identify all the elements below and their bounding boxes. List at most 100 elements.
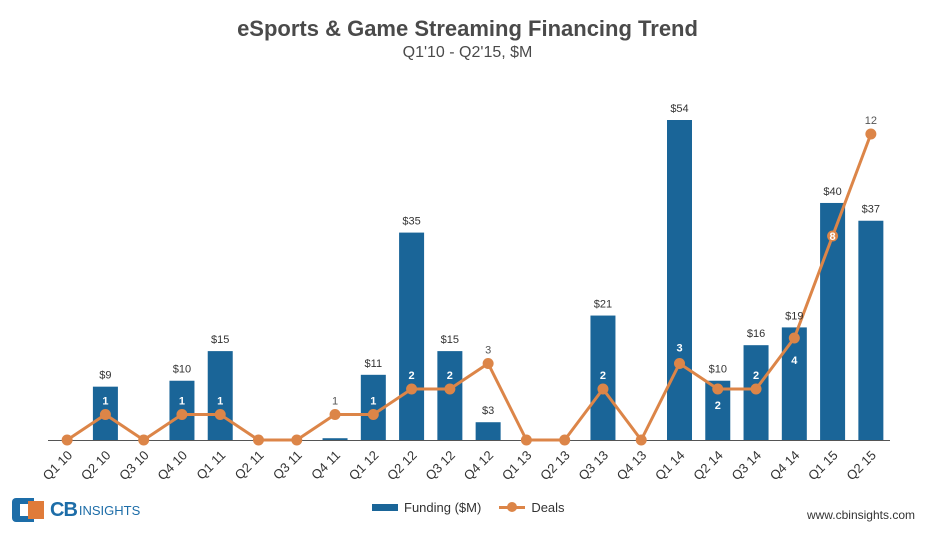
deals-value-label: 1 [332,396,338,408]
x-tick-label: Q4 12 [461,448,497,484]
logo-insights-text: INSIGHTS [78,502,141,518]
deals-value-label: 1 [102,396,108,408]
x-tick-label: Q4 11 [308,448,343,483]
x-tick-label: Q3 10 [116,448,152,484]
deals-value-label: 1 [179,396,185,408]
deals-line [61,128,877,446]
x-tick-label: Q3 12 [422,448,458,484]
deals-value-label: 2 [600,370,606,382]
cb-logo-icon [12,498,46,522]
x-tick-label: Q1 10 [40,448,76,484]
x-tick-label: Q4 10 [154,448,190,484]
funding-value-label: $11 [365,358,383,370]
deals-point-15 [635,434,647,446]
funding-value-label: $21 [594,299,612,311]
x-tick-label: Q3 14 [729,448,765,484]
x-tick-label: Q1 11 [193,448,228,483]
deals-point-14 [597,383,609,395]
deals-point-17 [712,383,724,395]
deals-point-4 [214,409,226,420]
funding-value-label: $15 [211,334,229,346]
funding-value-label: $54 [670,103,688,115]
deals-point-20 [827,230,839,242]
funding-value-label: $9 [99,370,111,382]
funding-bar-10 [437,351,463,440]
deals-value-label: 1 [217,396,223,408]
deals-value-label: 12 [865,115,877,127]
funding-bar-9 [399,232,425,440]
deals-point-8 [367,409,379,420]
chart-title: eSports & Game Streaming Financing Trend [237,16,698,41]
funding-bar-4 [207,351,233,440]
funding-value-label: $3 [482,405,494,417]
deals-point-21 [865,128,877,140]
website-url: www.cbinsights.com [806,508,915,522]
deals-value-label: 2 [409,370,415,382]
chart-subtitle: Q1'10 - Q2'15, $M [402,44,533,61]
funding-value-label: $37 [862,204,880,216]
deals-point-11 [482,358,494,369]
cb-insights-logo: CB INSIGHTS [12,498,140,522]
legend-funding-swatch [372,504,398,511]
deals-value-label: 2 [447,370,453,382]
funding-value-label: $40 [823,186,841,198]
x-tick-label: Q1 15 [805,448,841,484]
deals-point-13 [559,434,571,446]
deals-series-line [66,133,873,442]
funding-value-label: $10 [173,364,191,376]
funding-bar-14 [590,315,616,440]
deals-point-19 [788,332,800,344]
legend: Funding ($M) Deals [372,500,565,515]
deals-point-7 [329,409,341,420]
deals-point-12 [520,434,532,446]
funding-bar-21 [858,220,884,440]
x-tick-label: Q2 12 [384,448,420,484]
funding-value-label: $10 [709,364,727,376]
deals-point-16 [674,358,685,369]
x-tick-label: Q4 14 [767,448,803,484]
funding-value-label: $16 [747,328,765,340]
deals-value-label: 8 [830,231,836,243]
funding-bar-16 [667,120,692,440]
x-tick-label: Q3 13 [575,448,611,484]
funding-bar-11 [475,422,501,440]
funding-value-label: $35 [402,216,420,228]
legend-funding-label: Funding ($M) [404,500,482,515]
deals-point-9 [406,383,418,395]
x-tick-label: Q3 11 [270,448,305,483]
deals-value-label: 4 [791,355,798,367]
funding-bar-19 [781,327,807,440]
legend-deals-label: Deals [531,500,565,515]
deals-point-5 [253,434,264,446]
x-axis: Q1 10 Q2 10 Q3 10 Q4 10 Q1 11 Q2 11 Q3 11 Q4 11… [40,440,890,484]
x-tick-label: Q2 14 [690,448,726,484]
deals-point-1 [99,409,111,420]
deals-point-18 [750,383,762,395]
x-tick-label: Q1 12 [346,448,382,484]
x-tick-label: Q1 13 [499,448,535,484]
x-tick-label: Q2 15 [843,448,879,484]
x-tick-label: Q2 13 [537,448,573,484]
deals-value-label: 3 [676,343,682,355]
deals-point-2 [138,434,150,446]
logo-cb-text: CB [50,498,78,521]
x-tick-label: Q1 14 [652,448,688,484]
deals-value-label: 1 [370,396,376,408]
deals-point-0 [61,434,73,446]
funding-bar-20 [820,202,846,440]
legend-deals-swatch [499,502,526,512]
deals-point-6 [291,434,303,446]
funding-value-label: $19 [785,310,803,322]
deals-value-label: 2 [753,370,759,382]
deals-point-10 [444,383,456,395]
deals-value-label: 2 [715,400,721,412]
data-labels: $9 $10 $15 $11 $35 $15 $3 $21 $54 $10 $16 $19 $40 $37… [99,103,880,417]
x-tick-label: Q2 10 [78,448,114,484]
deals-value-label: 3 [485,345,491,357]
funding-value-label: $15 [441,334,459,346]
deals-point-3 [176,409,188,420]
x-tick-label: Q4 13 [614,448,650,484]
funding-bar-7 [322,438,348,440]
funding-bars [92,120,884,440]
